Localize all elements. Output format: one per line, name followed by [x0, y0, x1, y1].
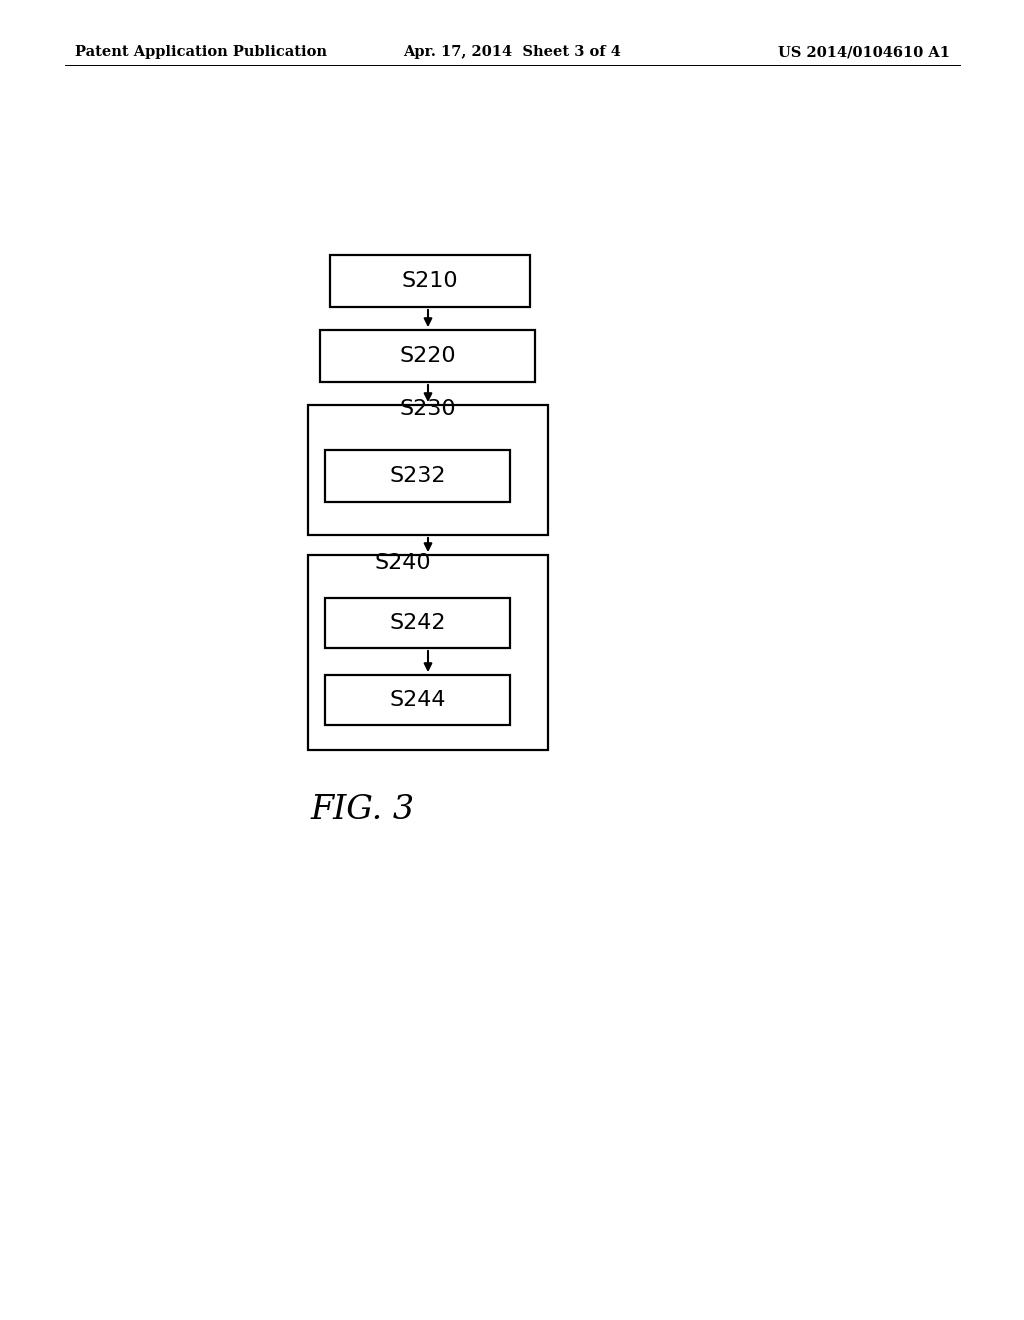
Text: S232: S232: [389, 466, 445, 486]
Text: S244: S244: [389, 690, 445, 710]
Bar: [325, 598, 510, 648]
Bar: [308, 405, 548, 535]
Text: Patent Application Publication: Patent Application Publication: [75, 45, 327, 59]
Bar: [308, 554, 548, 750]
Text: S242: S242: [389, 612, 445, 634]
Text: Apr. 17, 2014  Sheet 3 of 4: Apr. 17, 2014 Sheet 3 of 4: [403, 45, 621, 59]
Text: FIG. 3: FIG. 3: [310, 795, 414, 826]
Bar: [330, 255, 530, 308]
Text: S240: S240: [375, 553, 431, 573]
Text: US 2014/0104610 A1: US 2014/0104610 A1: [778, 45, 950, 59]
Text: S210: S210: [401, 271, 459, 290]
Text: S220: S220: [399, 346, 456, 366]
Bar: [325, 450, 510, 502]
Bar: [325, 675, 510, 725]
Text: S230: S230: [399, 399, 457, 418]
Bar: [319, 330, 535, 381]
